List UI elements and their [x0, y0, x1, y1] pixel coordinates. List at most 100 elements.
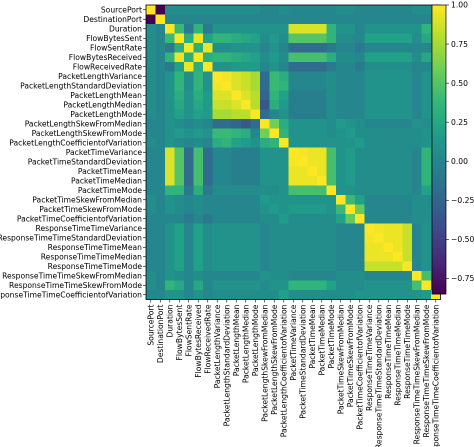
- colorbar-segment: [432, 188, 446, 191]
- heatmap-cell: [336, 119, 346, 129]
- heatmap-cell: [355, 290, 365, 300]
- heatmap-cell: [250, 109, 261, 120]
- heatmap-cell: [212, 185, 223, 196]
- colorbar-segment: [432, 9, 446, 13]
- heatmap-cell: [212, 33, 223, 44]
- heatmap-cell: [260, 280, 270, 291]
- colorbar-segment: [432, 74, 446, 78]
- heatmap-cell: [374, 43, 384, 53]
- colorbar-segment: [432, 79, 446, 83]
- colorbar-segment: [432, 192, 446, 196]
- heatmap-cell: [165, 128, 175, 139]
- heatmap-cell: [212, 261, 223, 272]
- heatmap-cell: [402, 62, 413, 72]
- heatmap-cell: [260, 5, 270, 15]
- colorbar-segment: [432, 94, 446, 97]
- heatmap-cell: [355, 109, 365, 120]
- heatmap-cell: [155, 33, 166, 44]
- heatmap-cell: [355, 81, 365, 91]
- y-tick-label: PacketLengthCoefficientofVariation: [9, 138, 142, 147]
- heatmap-cell: [317, 90, 327, 101]
- heatmap-cell: [421, 14, 432, 25]
- colorbar-segment: [432, 226, 446, 230]
- heatmap-cell: [345, 261, 356, 272]
- heatmap-cell: [336, 128, 346, 139]
- x-tick-label: ResponseTimeTimeVariance: [365, 304, 374, 411]
- heatmap-cell: [260, 147, 270, 158]
- heatmap-cell: [222, 233, 232, 243]
- heatmap-cell: [288, 81, 299, 91]
- heatmap-cell: [288, 166, 299, 177]
- heatmap-cell: [146, 166, 156, 177]
- heatmap-cell: [345, 52, 356, 63]
- heatmap-cell: [402, 252, 413, 262]
- heatmap-cell: [184, 109, 194, 120]
- heatmap-cell: [222, 128, 232, 139]
- colorbar-segment: [432, 29, 446, 32]
- heatmap-cell: [146, 195, 156, 205]
- heatmap-cell: [174, 242, 185, 253]
- heatmap-cell: [374, 128, 384, 139]
- heatmap-cell: [326, 185, 337, 196]
- colorbar-segment: [432, 115, 446, 119]
- x-tick-label: PacketTimeMode: [327, 304, 336, 368]
- heatmap-cells: [146, 5, 441, 300]
- colorbar-segment: [432, 60, 446, 64]
- heatmap-cell: [298, 280, 308, 291]
- heatmap-cell: [402, 261, 413, 272]
- heatmap-cell: [155, 195, 166, 205]
- heatmap-cell: [193, 195, 204, 205]
- heatmap-cell: [260, 14, 270, 25]
- heatmap-cell: [374, 223, 384, 234]
- y-tick-label: PacketTimeMean: [78, 167, 142, 176]
- heatmap-cell: [231, 147, 242, 158]
- heatmap-cell: [364, 233, 375, 243]
- heatmap-cell: [174, 157, 185, 167]
- heatmap-cell: [288, 52, 299, 63]
- colorbar-segment: [432, 70, 446, 73]
- heatmap-cell: [364, 14, 375, 25]
- heatmap-cell: [393, 195, 403, 205]
- heatmap-cell: [431, 290, 441, 300]
- heatmap-cell: [250, 280, 261, 291]
- heatmap-cell: [383, 62, 394, 72]
- heatmap-cell: [269, 233, 280, 243]
- heatmap-cell: [231, 71, 242, 82]
- x-tick-label: ResponseTimeTimeCoefficientofVariation: [431, 304, 440, 447]
- heatmap-cell: [421, 280, 432, 291]
- heatmap-cell: [393, 290, 403, 300]
- heatmap-cell: [421, 5, 432, 15]
- heatmap-cell: [355, 90, 365, 101]
- heatmap-cell: [184, 62, 194, 72]
- heatmap-cell: [193, 100, 204, 110]
- heatmap-cell: [364, 290, 375, 300]
- heatmap-cell: [222, 52, 232, 63]
- x-tick-label: SourcePort: [146, 304, 155, 345]
- heatmap-cell: [383, 280, 394, 291]
- heatmap-cell: [212, 100, 223, 110]
- colorbar-segment: [432, 279, 446, 283]
- heatmap-cell: [412, 138, 422, 148]
- heatmap-cell: [288, 90, 299, 101]
- heatmap-cell: [402, 100, 413, 110]
- heatmap-cell: [307, 147, 318, 158]
- heatmap-cell: [345, 43, 356, 53]
- heatmap-cell: [288, 14, 299, 25]
- heatmap-cell: [193, 147, 204, 158]
- heatmap-cell: [393, 100, 403, 110]
- heatmap-cell: [383, 100, 394, 110]
- heatmap-cell: [336, 33, 346, 44]
- heatmap-cell: [146, 81, 156, 91]
- heatmap-cell: [212, 271, 223, 281]
- heatmap-cell: [146, 290, 156, 300]
- heatmap-cell: [421, 290, 432, 300]
- heatmap-cell: [212, 14, 223, 25]
- heatmap-cell: [421, 157, 432, 167]
- heatmap-cell: [231, 90, 242, 101]
- heatmap-cell: [155, 81, 166, 91]
- heatmap-cell: [421, 71, 432, 82]
- heatmap-cell: [421, 52, 432, 63]
- heatmap-cell: [402, 242, 413, 253]
- x-tick-label: PacketTimeSkewFromMode: [346, 304, 355, 407]
- heatmap-cell: [317, 43, 327, 53]
